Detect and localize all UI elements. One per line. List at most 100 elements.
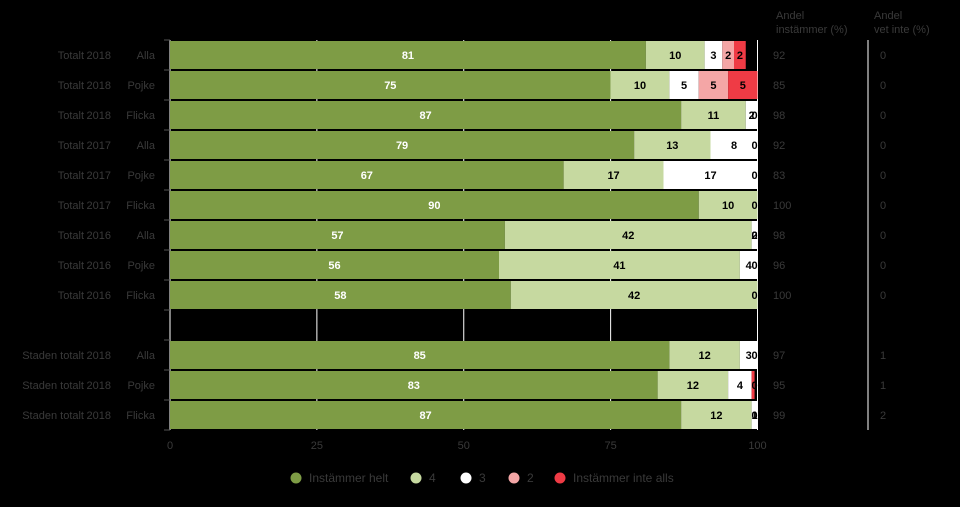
bar-segment	[645, 41, 705, 69]
legend-label: 3	[479, 471, 486, 485]
segment-label: 0	[751, 110, 757, 122]
segment-label: 0	[751, 410, 757, 422]
bar-segment	[499, 251, 740, 279]
row-label-year: 2016	[87, 230, 111, 242]
bar-segment	[669, 71, 699, 99]
segment-label: 17	[607, 170, 619, 182]
row-label-gender: Alla	[137, 230, 156, 242]
segment-label: 0	[751, 380, 757, 392]
bar-segment	[170, 191, 699, 219]
row-label-year: 2018	[87, 380, 111, 392]
agree-share-value: 95	[773, 380, 785, 392]
bar-segment	[170, 41, 646, 69]
agree-share-value: 85	[773, 80, 785, 92]
row-label-group: Totalt	[58, 80, 84, 92]
bar-segment	[704, 41, 723, 69]
row-label-gender: Flicka	[126, 110, 156, 122]
row-label-group: Staden totalt	[22, 380, 84, 392]
row-label-gender: Pojke	[127, 80, 155, 92]
row-label-gender: Flicka	[126, 200, 156, 212]
segment-label: 90	[428, 200, 440, 212]
segment-label: 5	[681, 80, 687, 92]
segment-label: 4	[746, 260, 753, 272]
x-tick-label: 25	[311, 440, 323, 452]
segment-label: 5	[710, 80, 716, 92]
dont-know-share-value: 1	[880, 350, 886, 362]
segment-label: 87	[419, 110, 431, 122]
segment-label: 10	[669, 50, 681, 62]
segment-label: 0	[751, 260, 757, 272]
row-label-group: Totalt	[58, 170, 84, 182]
segment-label: 8	[731, 140, 737, 152]
row-label-gender: Pojke	[127, 260, 155, 272]
dont-know-header-line2: vet inte (%)	[874, 24, 930, 36]
bar-segment	[170, 401, 682, 429]
agree-share-value: 100	[773, 290, 791, 302]
agree-share-value: 99	[773, 410, 785, 422]
row-label-gender: Pojke	[127, 170, 155, 182]
bar-segment	[657, 371, 729, 399]
bar-segment	[170, 161, 564, 189]
agree-share-value: 97	[773, 350, 785, 362]
legend-marker	[460, 472, 472, 484]
segment-label: 58	[334, 290, 346, 302]
segment-label: 67	[361, 170, 373, 182]
x-tick-label: 75	[605, 440, 617, 452]
agree-share-value: 98	[773, 110, 785, 122]
agree-share-value: 96	[773, 260, 785, 272]
dont-know-share-value: 1	[880, 380, 886, 392]
dont-know-header-line1: Andel	[874, 10, 902, 22]
bar-segment	[751, 401, 758, 429]
bar-segment	[698, 71, 729, 99]
bar-segment	[751, 371, 755, 399]
segment-label: 12	[710, 410, 722, 422]
bar-segment	[170, 251, 499, 279]
segment-label: 75	[384, 80, 396, 92]
segment-label: 57	[331, 230, 343, 242]
segment-label: 42	[622, 230, 634, 242]
legend-label: 2	[527, 471, 534, 485]
row-label-year: 2017	[87, 200, 111, 212]
row-label-gender: Alla	[137, 50, 156, 62]
bar-segment	[728, 371, 752, 399]
row-label-year: 2018	[87, 80, 111, 92]
row-label-gender: Pojke	[127, 380, 155, 392]
bar-segment	[504, 221, 752, 249]
row-label-year: 2018	[87, 410, 111, 422]
legend-label: Instämmer inte alls	[573, 471, 674, 485]
bar-segment	[170, 221, 505, 249]
legend-marker	[508, 472, 520, 484]
bar-segment	[634, 131, 711, 159]
row-label-group: Staden totalt	[22, 350, 84, 362]
segment-label: 3	[710, 50, 716, 62]
bar-segment	[663, 161, 758, 189]
bar-segment	[734, 41, 746, 69]
row-label-year: 2018	[87, 50, 111, 62]
bar-segment	[170, 341, 670, 369]
dont-know-share-value: 0	[880, 110, 886, 122]
segment-label: 5	[740, 80, 746, 92]
dont-know-share-value: 2	[880, 410, 886, 422]
bar-segment	[698, 191, 758, 219]
row-label-year: 2018	[87, 110, 111, 122]
row-label-year: 2016	[87, 290, 111, 302]
legend-label: 4	[429, 471, 436, 485]
segment-label: 0	[751, 200, 757, 212]
dont-know-share-value: 0	[880, 260, 886, 272]
segment-label: 3	[746, 350, 752, 362]
segment-label: 10	[634, 80, 646, 92]
segment-label: 13	[666, 140, 678, 152]
bar-segment	[722, 41, 734, 69]
x-tick-label: 100	[748, 440, 766, 452]
dont-know-share-value: 0	[880, 200, 886, 212]
row-label-year: 2016	[87, 260, 111, 272]
agree-share-value: 92	[773, 140, 785, 152]
bar-segment	[610, 71, 670, 99]
dont-know-share-value: 0	[880, 50, 886, 62]
bar-segment	[170, 371, 658, 399]
dont-know-share-value: 0	[880, 140, 886, 152]
bar-segment	[170, 281, 511, 309]
segment-label: 0	[751, 170, 757, 182]
dont-know-share-value: 0	[880, 170, 886, 182]
segment-label: 87	[419, 410, 431, 422]
